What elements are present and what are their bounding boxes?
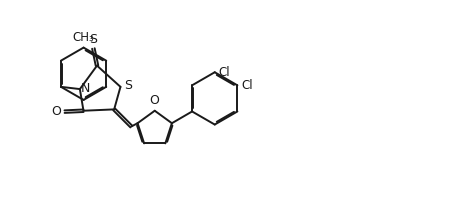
Text: S: S [124, 79, 132, 92]
Text: O: O [149, 94, 159, 107]
Text: Cl: Cl [218, 66, 230, 79]
Text: S: S [89, 33, 97, 46]
Text: O: O [51, 105, 61, 118]
Text: Cl: Cl [241, 79, 252, 92]
Text: N: N [80, 82, 90, 95]
Text: CH₃: CH₃ [73, 31, 94, 45]
